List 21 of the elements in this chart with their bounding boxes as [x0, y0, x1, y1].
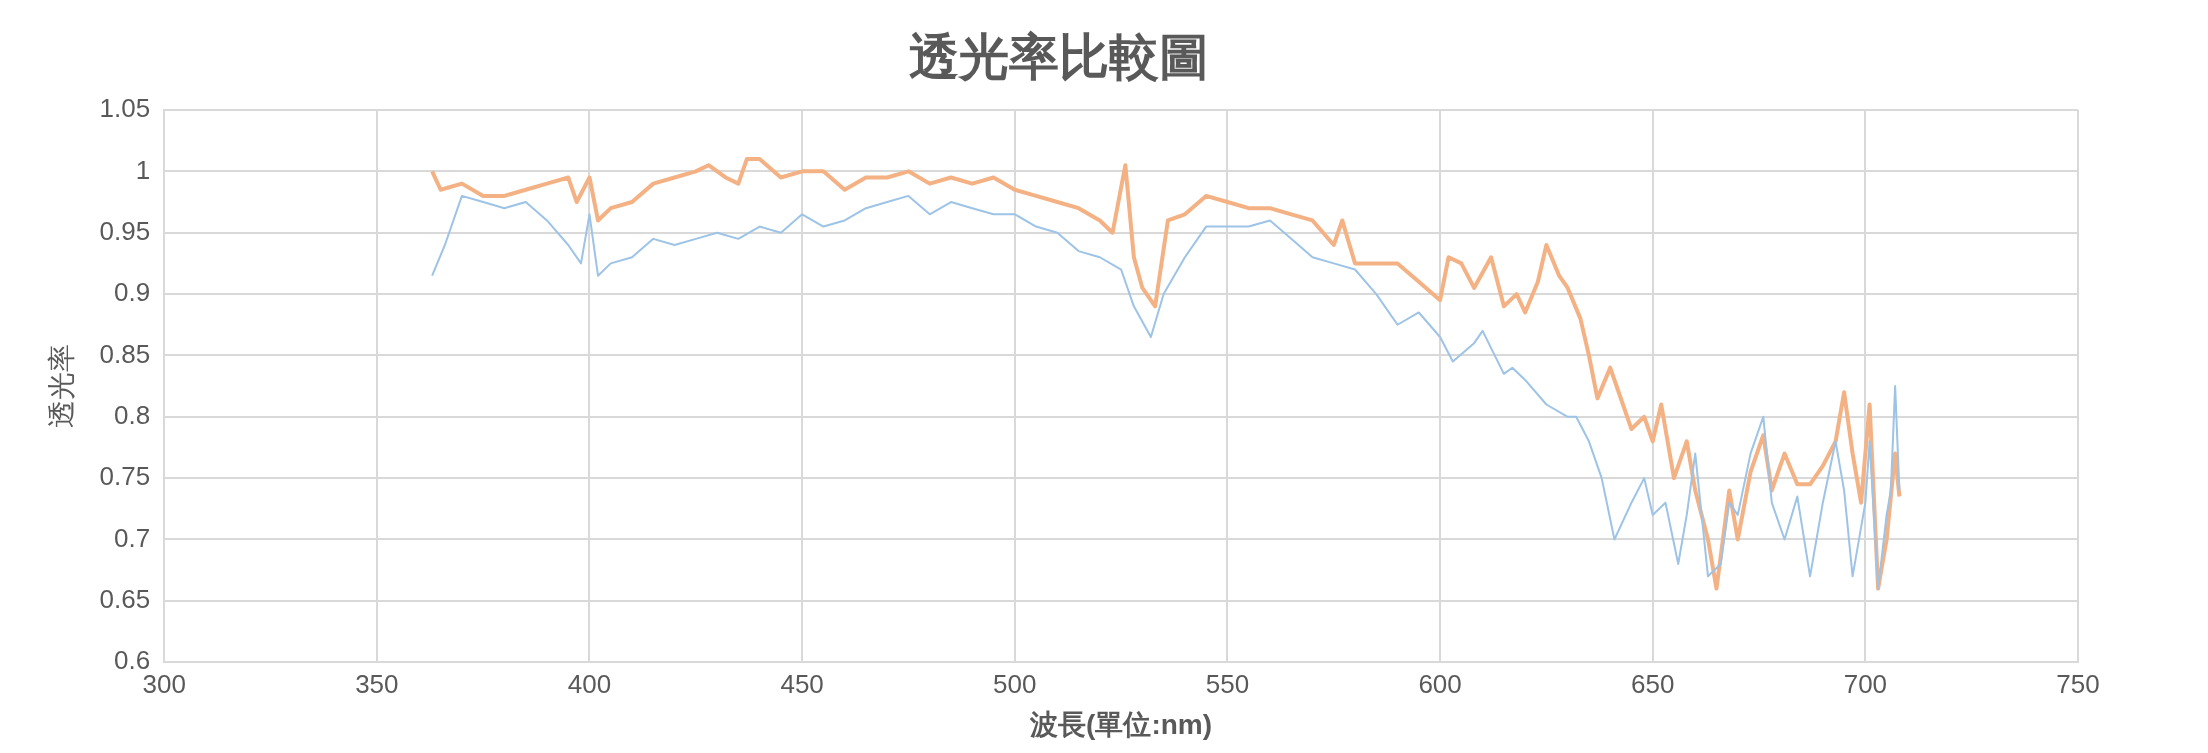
x-tick-label: 400	[567, 668, 612, 699]
y-tick-label: 1.05	[99, 93, 151, 124]
x-tick-label: 700	[1843, 668, 1888, 699]
x-axis-title: 波長(單位:nm)	[1029, 708, 1213, 740]
y-tick-label: 1	[135, 154, 151, 185]
chart-title: 透光率比較圖	[909, 28, 1209, 85]
y-tick-label: 0.9	[114, 277, 151, 308]
y-tick-label: 0.75	[99, 461, 151, 492]
x-tick-label: 650	[1631, 668, 1675, 699]
x-tick-label: 450	[780, 668, 824, 699]
x-tick-label: 600	[1418, 668, 1462, 699]
x-tick-label: 350	[355, 668, 399, 699]
x-tick-label: 500	[993, 668, 1037, 699]
y-tick-label: 0.7	[114, 522, 151, 553]
y-tick-label: 0.85	[99, 338, 151, 369]
x-tick-label: 750	[2056, 668, 2100, 699]
y-tick-label: 0.95	[99, 215, 151, 246]
x-tick-label: 550	[1205, 668, 1250, 699]
y-axis-title: 透光率	[45, 344, 77, 429]
y-tick-label: 0.8	[114, 399, 151, 430]
y-tick-label: 0.65	[99, 584, 151, 615]
